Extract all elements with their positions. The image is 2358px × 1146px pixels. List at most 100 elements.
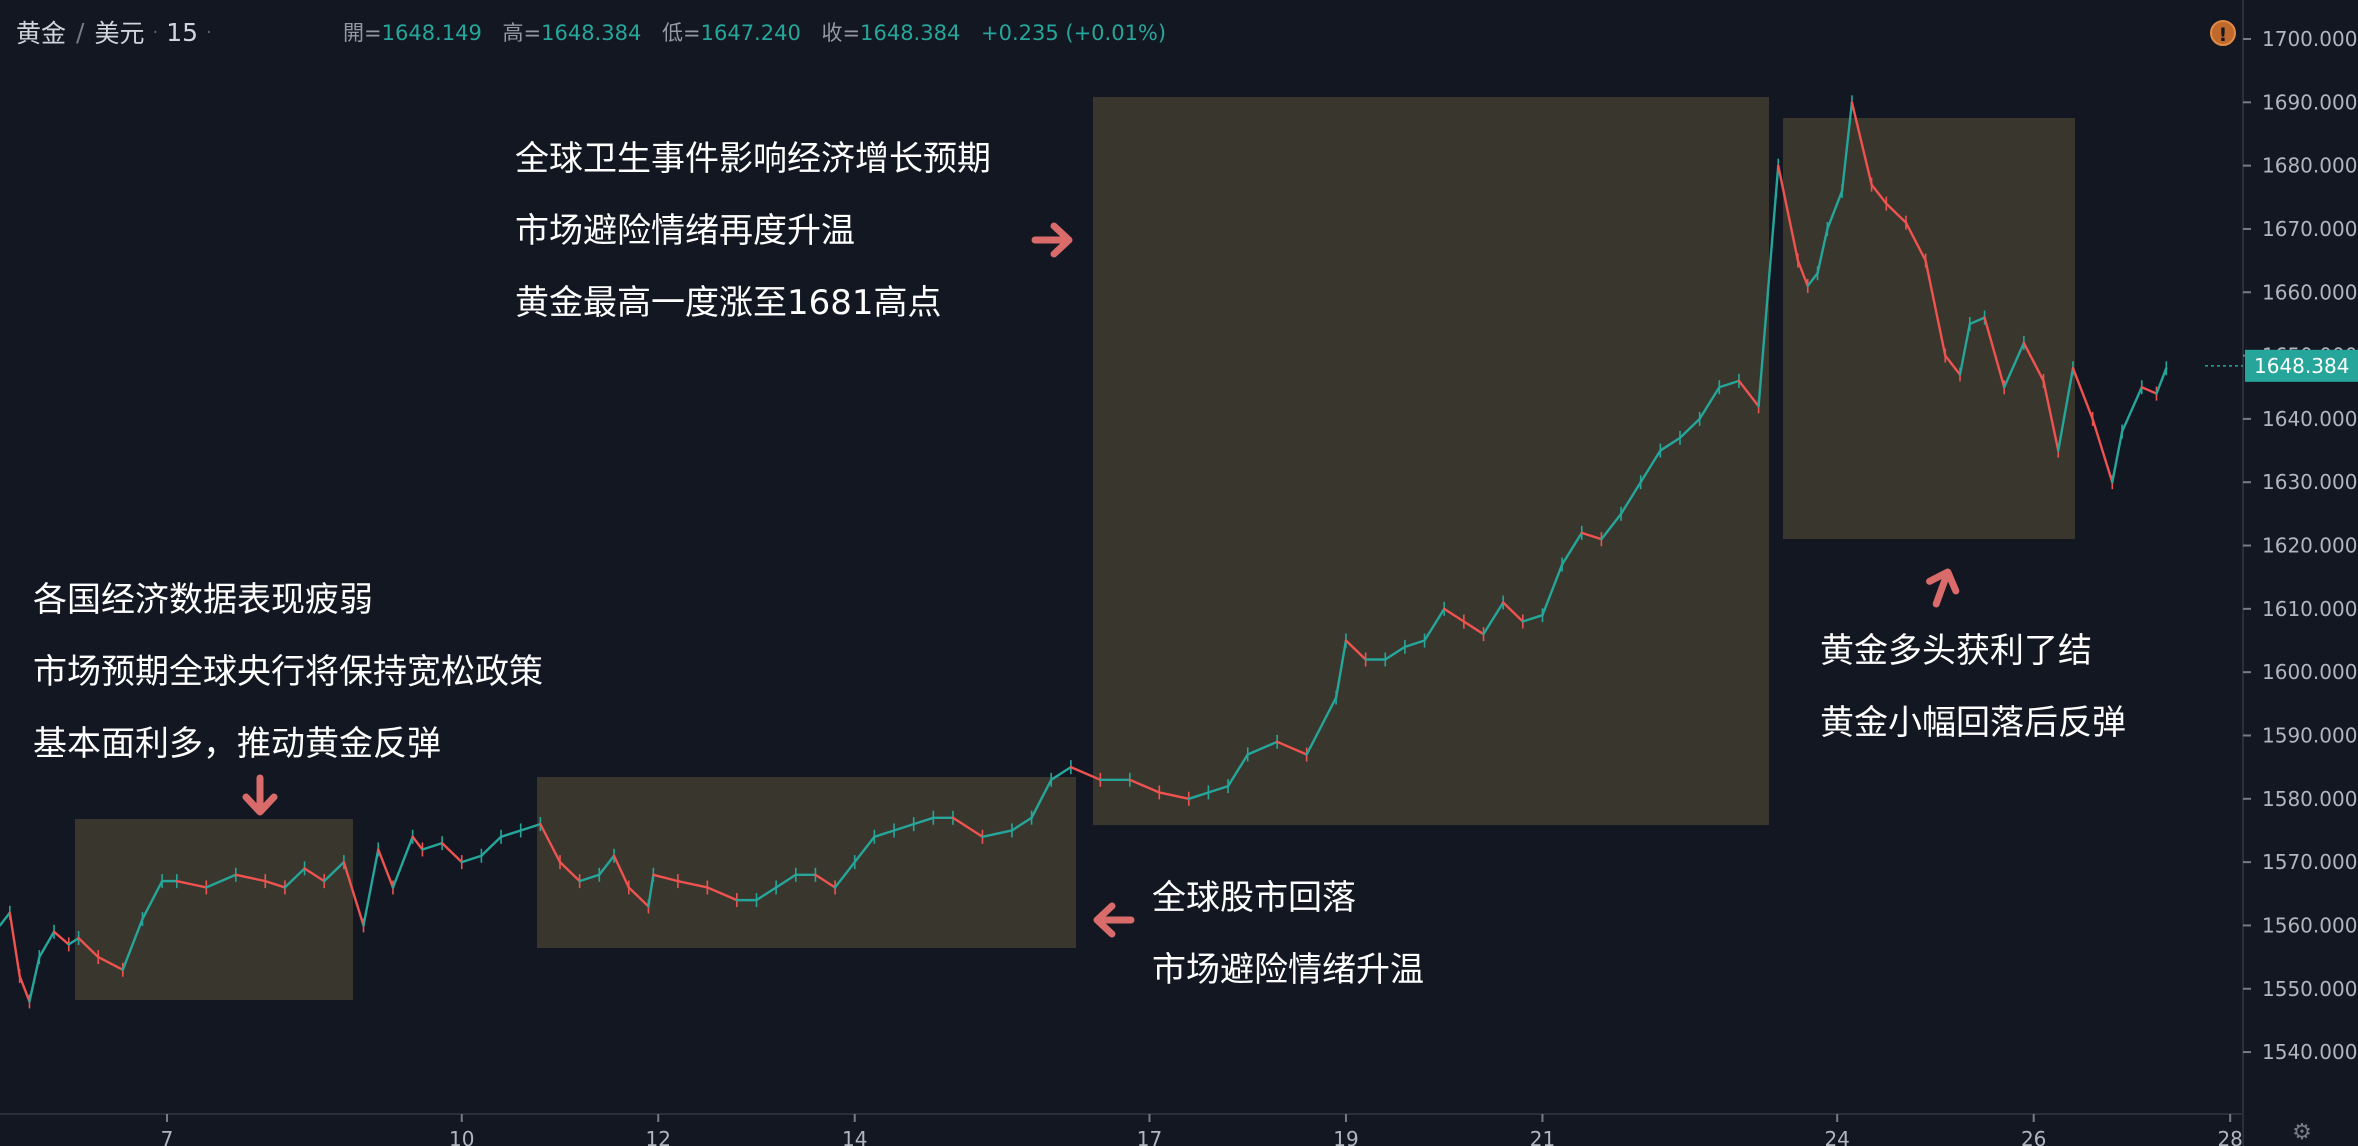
gear-icon[interactable]: ⚙ <box>2292 1120 2312 1145</box>
symbol-label[interactable]: 黄金 <box>16 19 67 48</box>
price-segment <box>342 860 365 927</box>
y-tick-label: 1540.000 <box>2262 1040 2357 1064</box>
price-segment <box>1885 202 1908 224</box>
annotation-bottom: 全球股市回落 市场避险情绪升温 <box>1152 862 1424 1006</box>
price-segment <box>1718 379 1741 389</box>
price-segment <box>1069 765 1102 782</box>
y-tick-label: 1590.000 <box>2262 723 2357 747</box>
quote-label[interactable]: 美元 <box>94 19 145 48</box>
price-segment <box>2003 341 2026 389</box>
price-segment <box>2057 367 2075 452</box>
price-segment <box>1757 164 1780 408</box>
y-tick-label: 1630.000 <box>2262 470 2357 494</box>
highlight-box[interactable] <box>1783 118 2075 539</box>
last-price-tag: 1648.384 <box>2205 349 2358 382</box>
interval-label[interactable]: 15 <box>166 17 199 47</box>
price-segment <box>362 848 380 927</box>
price-segment <box>141 879 164 921</box>
annotation-left: 各国经济数据表现疲弱 市场预期全球央行将保持宽松政策 基本面利多，推动黄金反弹 <box>33 564 543 780</box>
annotation-line: 黄金最高一度涨至1681高点 <box>515 283 942 323</box>
price-segment <box>1659 436 1682 452</box>
price-segment <box>480 835 503 857</box>
x-tick-label: 7 <box>161 1127 174 1146</box>
y-axis: 1540.000 1550.000 1560.000 1570.000 1580.000… <box>2243 27 2357 1064</box>
alert-icon[interactable]: ! <box>2210 20 2236 46</box>
price-segment <box>951 816 984 838</box>
price-segment <box>0 911 12 927</box>
price-segment <box>2111 430 2124 484</box>
price-segment <box>1482 601 1505 636</box>
annotation-line: 各国经济数据表现疲弱 <box>33 580 373 620</box>
price-series <box>0 95 2168 1009</box>
arrow-shaft <box>1932 570 1951 608</box>
highlight-box[interactable] <box>75 819 353 1000</box>
x-tick-label: 28 <box>2217 1127 2242 1146</box>
price-segment <box>1619 481 1642 516</box>
price-segment <box>612 854 630 889</box>
price-segment <box>377 848 395 889</box>
y-tick-label: 1620.000 <box>2262 534 2357 558</box>
price-segment <box>1698 386 1721 421</box>
change-value: +0.235 (+0.01%) <box>981 21 1167 45</box>
open-label: 開= <box>343 21 382 45</box>
price-segment <box>539 822 562 864</box>
annotation-arrows <box>242 222 1960 938</box>
price-segment <box>1870 183 1888 205</box>
arrow-icon <box>242 774 278 816</box>
low-value: 1647.240 <box>700 21 801 45</box>
price-segment <box>8 911 21 978</box>
price-segment <box>1187 791 1210 801</box>
price-segment <box>1334 639 1348 699</box>
annotation-line: 市场预期全球央行将保持宽松政策 <box>33 652 543 692</box>
price-segment <box>1521 613 1544 623</box>
last-price-badge <box>2245 349 2358 382</box>
x-tick-label: 19 <box>1333 1127 1358 1146</box>
price-segment <box>981 829 1014 838</box>
price-segment <box>1128 778 1161 794</box>
x-tick-label: 26 <box>2021 1127 2046 1146</box>
price-segment <box>1777 164 1800 262</box>
price-segment <box>627 886 650 908</box>
price-segment <box>1816 227 1829 275</box>
price-segment <box>1462 620 1485 636</box>
price-segment <box>1423 607 1446 642</box>
y-tick-label: 1600.000 <box>2262 660 2357 684</box>
annotation-line: 黄金小幅回落后反弹 <box>1820 703 2126 743</box>
price-segment <box>1639 449 1662 484</box>
annotation-line: 全球卫生事件影响经济增长预期 <box>515 139 991 179</box>
x-axis: 7 10 12 14 17 19 21 24 26 28 <box>161 1114 2243 1146</box>
price-segment <box>1226 753 1249 788</box>
price-segment <box>499 829 522 838</box>
price-segment <box>38 930 56 959</box>
price-segment <box>873 829 896 838</box>
highlight-box[interactable] <box>537 777 1076 948</box>
price-segment <box>1207 784 1230 794</box>
price-segment <box>440 841 463 864</box>
price-segment <box>1737 379 1760 408</box>
price-segment <box>755 886 778 902</box>
close-value: 1648.384 <box>860 21 961 45</box>
annotation-line: 基本面利多，推动黄金反弹 <box>33 724 441 764</box>
low-label: 低= <box>662 21 701 45</box>
annotation-line: 黄金多头获利了结 <box>1820 631 2092 671</box>
price-segment <box>391 835 414 889</box>
highlight-box[interactable] <box>1093 97 1769 825</box>
y-tick-label: 1670.000 <box>2262 217 2357 241</box>
y-tick-label: 1680.000 <box>2262 154 2357 178</box>
price-segment <box>2022 341 2045 383</box>
price-segment <box>323 860 346 883</box>
price-segment <box>1944 354 1962 376</box>
price-segment <box>892 822 915 832</box>
price-segment <box>647 873 655 908</box>
price-segment <box>1580 531 1603 541</box>
price-segment <box>205 873 237 889</box>
open-value: 1648.149 <box>381 21 482 45</box>
price-segment <box>1560 531 1583 566</box>
annotation-line: 市场避险情绪升温 <box>1152 950 1424 990</box>
price-segment <box>853 835 876 864</box>
price-segment <box>652 873 680 883</box>
arrow-head <box>1926 568 1960 595</box>
price-segment <box>1275 740 1308 756</box>
price-segment <box>1501 601 1525 623</box>
